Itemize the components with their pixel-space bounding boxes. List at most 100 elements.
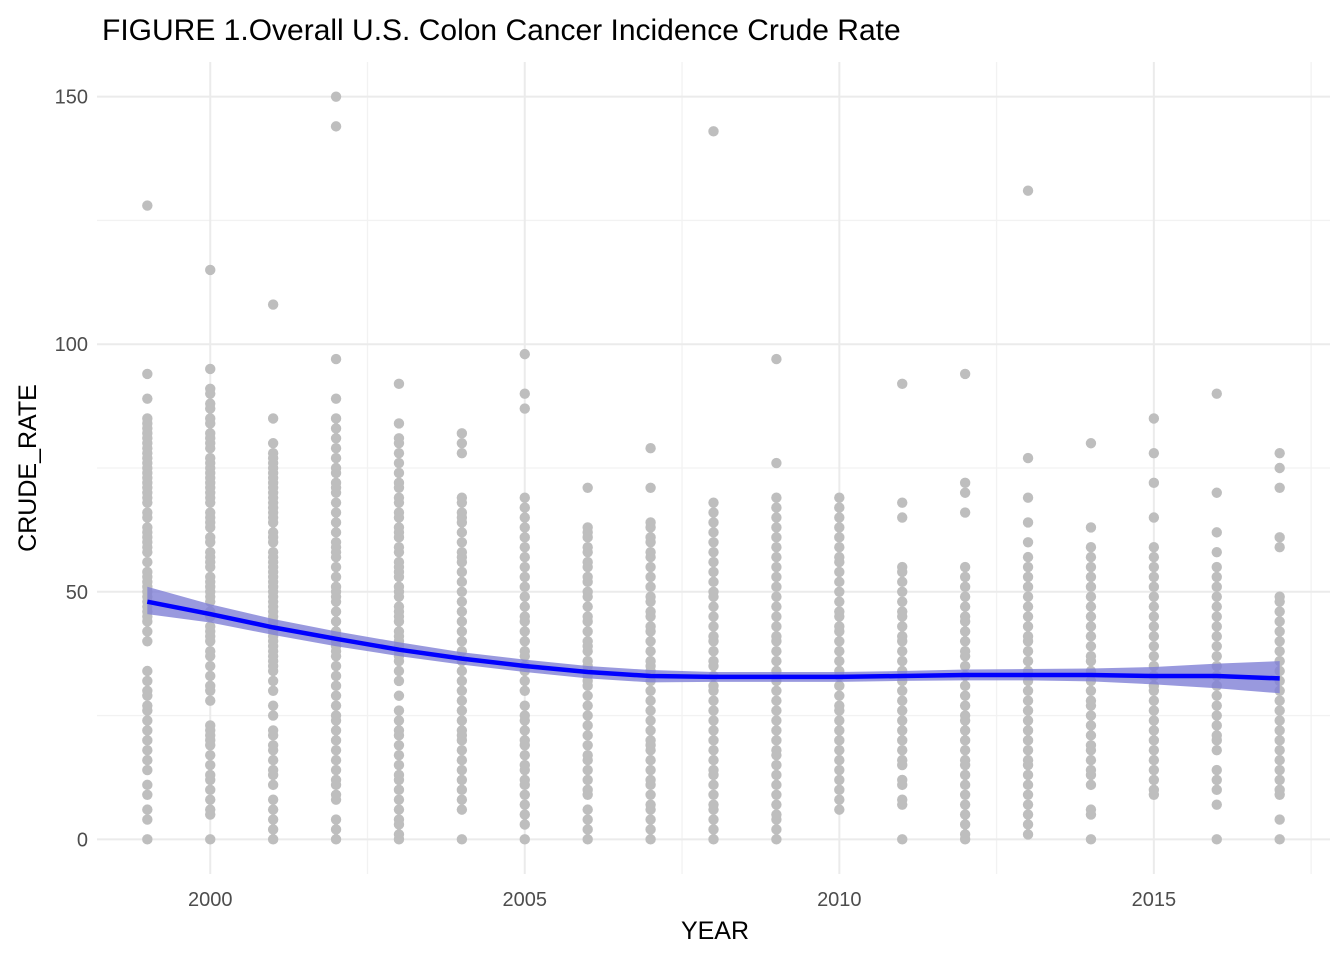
data-point xyxy=(834,715,845,726)
data-point xyxy=(645,735,656,746)
data-point xyxy=(959,660,971,672)
data-point xyxy=(582,730,593,741)
data-point xyxy=(708,645,719,657)
data-point xyxy=(519,492,530,503)
data-point xyxy=(1148,571,1160,583)
data-point xyxy=(708,655,719,667)
data-point xyxy=(582,710,593,721)
data-point xyxy=(1274,764,1285,776)
data-point xyxy=(1022,754,1034,766)
data-point xyxy=(771,621,782,632)
data-point xyxy=(1211,561,1222,573)
data-point xyxy=(1085,561,1097,573)
data-point xyxy=(1022,452,1034,464)
data-point xyxy=(834,596,845,607)
data-point xyxy=(708,537,719,548)
data-point xyxy=(1274,784,1285,796)
y-tick-labels: 0 50 100 150 xyxy=(55,87,88,852)
data-point xyxy=(1211,710,1222,721)
data-point xyxy=(708,799,719,810)
data-point xyxy=(1211,601,1222,612)
data-point xyxy=(959,561,971,573)
data-point xyxy=(771,705,782,716)
data-point xyxy=(456,834,468,845)
data-point xyxy=(1085,611,1097,622)
data-point xyxy=(205,363,216,375)
data-point xyxy=(330,824,342,835)
data-point xyxy=(267,527,279,538)
data-point xyxy=(582,556,593,568)
data-point xyxy=(330,680,342,692)
data-point xyxy=(1211,621,1222,632)
data-point xyxy=(1211,730,1222,741)
data-point xyxy=(645,571,656,583)
data-point xyxy=(645,517,656,528)
data-point xyxy=(205,546,216,558)
data-point xyxy=(582,764,593,776)
data-point xyxy=(330,660,342,672)
data-point xyxy=(834,735,845,746)
data-point xyxy=(205,759,216,771)
data-point xyxy=(897,561,908,573)
data-point xyxy=(1274,616,1285,627)
data-point xyxy=(1211,720,1222,731)
data-point xyxy=(1148,591,1160,602)
data-point xyxy=(519,388,530,399)
data-point xyxy=(959,645,971,657)
data-point xyxy=(645,645,656,657)
data-point xyxy=(645,814,656,825)
data-point xyxy=(393,715,405,726)
data-point xyxy=(267,804,279,815)
data-point xyxy=(519,636,530,647)
data-point xyxy=(771,631,782,642)
data-point xyxy=(1085,438,1097,449)
data-point xyxy=(645,591,656,602)
data-point xyxy=(456,636,468,647)
data-point xyxy=(1022,185,1034,196)
data-point xyxy=(1022,571,1034,583)
data-point xyxy=(1085,650,1097,662)
data-point xyxy=(267,725,279,736)
data-point xyxy=(393,457,405,469)
data-point xyxy=(897,596,908,607)
data-point xyxy=(708,517,719,528)
data-point xyxy=(645,774,656,786)
data-point xyxy=(519,774,530,786)
data-point xyxy=(834,774,845,786)
data-point xyxy=(1085,641,1097,652)
data-point xyxy=(1274,754,1285,766)
data-point xyxy=(1274,606,1285,617)
data-point xyxy=(393,665,405,677)
data-point xyxy=(645,834,656,845)
data-point xyxy=(1148,477,1160,489)
data-point xyxy=(771,779,782,791)
data-point xyxy=(456,507,468,518)
data-point xyxy=(645,655,656,667)
data-point xyxy=(519,611,530,622)
data-point xyxy=(142,779,153,791)
data-point xyxy=(1148,447,1160,459)
data-point xyxy=(456,745,468,756)
data-point xyxy=(1148,774,1160,786)
data-point xyxy=(959,636,971,647)
data-point xyxy=(771,353,782,365)
data-point xyxy=(1022,715,1034,726)
data-point xyxy=(519,819,530,830)
data-point xyxy=(1022,492,1034,503)
data-point xyxy=(834,512,845,523)
data-point xyxy=(1022,735,1034,746)
data-point xyxy=(1022,829,1034,840)
data-point xyxy=(708,507,719,518)
data-point xyxy=(582,804,593,815)
data-point xyxy=(393,725,405,736)
data-point xyxy=(267,685,279,697)
data-point xyxy=(267,413,279,424)
data-point xyxy=(897,378,908,390)
data-point xyxy=(959,626,971,637)
x-tick-labels: 2000 2005 2010 2015 xyxy=(188,889,1176,911)
data-point xyxy=(834,700,845,711)
data-point xyxy=(645,824,656,835)
data-point xyxy=(645,799,656,810)
data-point xyxy=(1022,819,1034,830)
data-point xyxy=(645,764,656,776)
